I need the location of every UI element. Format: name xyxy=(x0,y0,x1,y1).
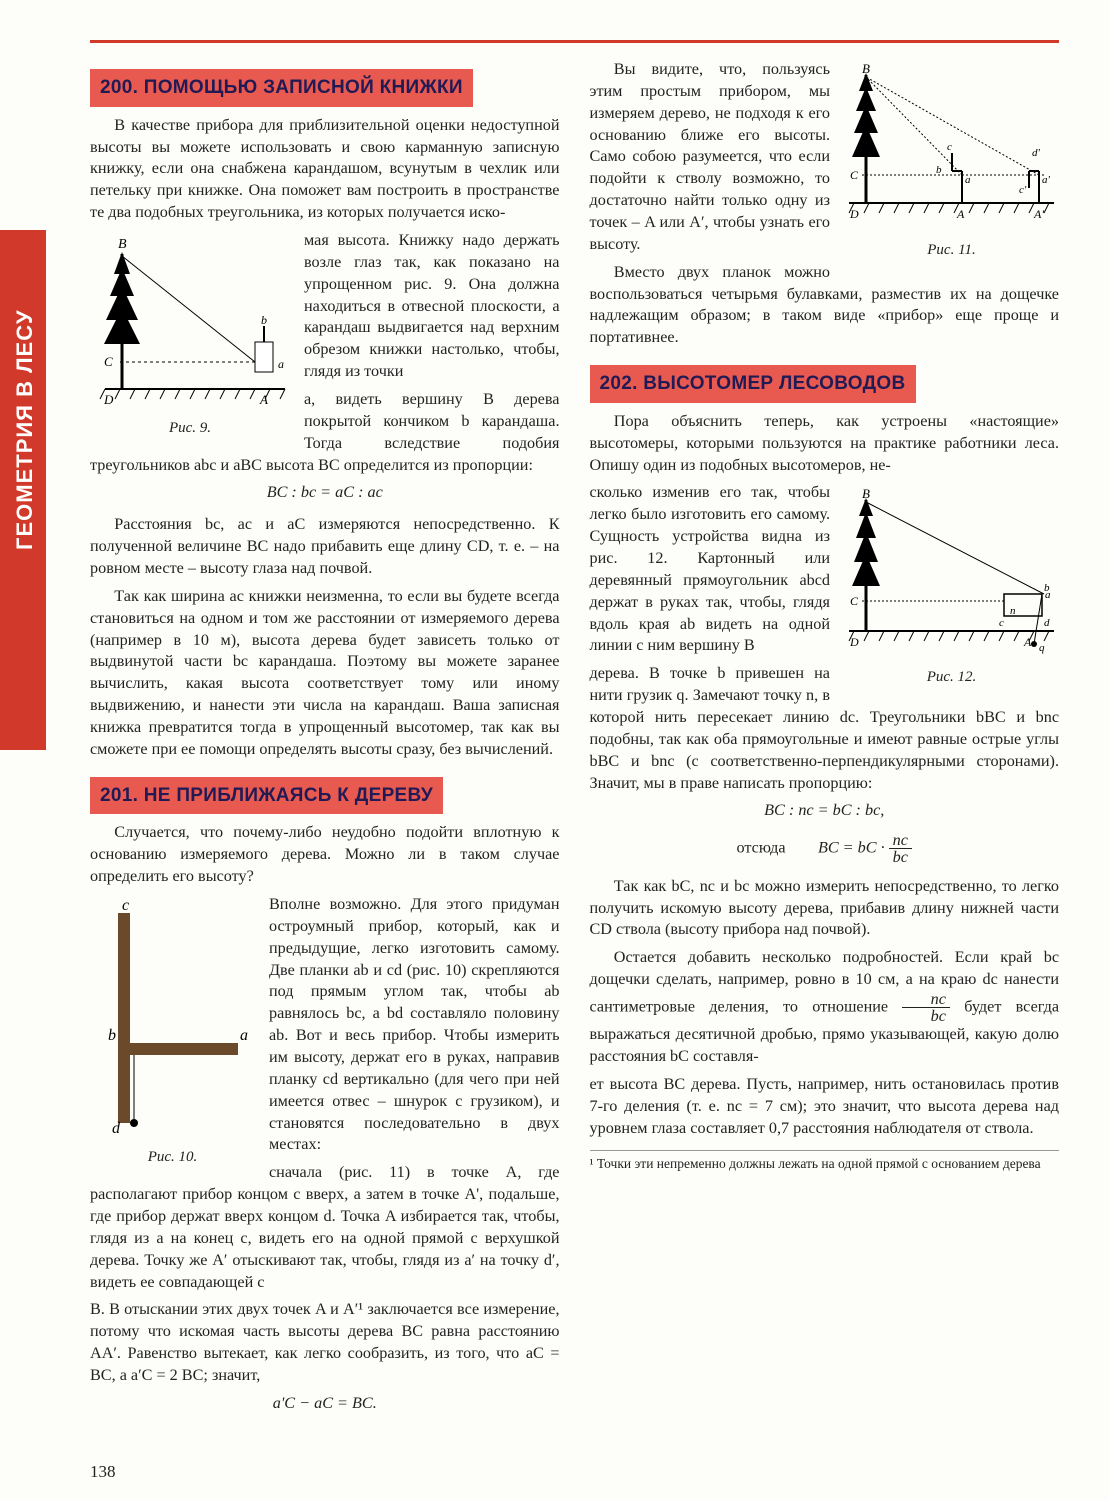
fig12-svg: B C D A a b c d n q xyxy=(844,486,1059,658)
figure-12: B C D A a b c d n q Рис. 12. xyxy=(844,486,1059,687)
s202-formula2: отсюда BC = bC · nc bc xyxy=(590,832,1060,865)
s202-p1: Пора объяснить теперь, как устроены «нас… xyxy=(590,411,1060,477)
s202-f2-num: nc xyxy=(889,832,912,849)
side-label: ГЕОМЕТРИЯ В ЛЕСУ xyxy=(8,299,42,560)
fig11-d2: d' xyxy=(1032,147,1041,159)
fig12-D: D xyxy=(849,635,859,649)
figure-9: B C D b a A Рис. 9. xyxy=(90,234,290,438)
fig11-a2: a' xyxy=(1042,174,1051,186)
fig12-n: n xyxy=(1010,605,1016,617)
s202-p4-den: bc xyxy=(902,1008,950,1024)
page-number: 138 xyxy=(90,1462,116,1482)
fig12-B: B xyxy=(862,486,870,501)
fig12-d: d xyxy=(1044,617,1050,629)
fig11-caption: Рис. 11. xyxy=(844,240,1059,260)
section-title-202: 202. ВЫСОТОМЕР ЛЕСОВОДОВ xyxy=(590,365,916,403)
fig11-A2: A' xyxy=(1033,207,1044,221)
s200-formula1: BC : bc = aC : ac xyxy=(90,482,560,504)
fig12-A: A xyxy=(1023,635,1032,649)
fig11-C: C xyxy=(850,168,859,182)
s202-formula1: BC : nc = bC : bc, xyxy=(590,800,1060,822)
fig11-B: B xyxy=(862,63,870,76)
s202-p4-num: nc xyxy=(902,991,950,1008)
fig11-A: A xyxy=(956,207,965,221)
fig10-label-c: c xyxy=(122,898,129,914)
fig10-svg: c d b a xyxy=(90,898,255,1138)
fig11-b: b xyxy=(936,164,942,176)
fig10-label-a: a xyxy=(240,1027,248,1044)
section-title-201: 201. НЕ ПРИБЛИЖАЯСЬ К ДЕРЕВУ xyxy=(90,777,443,815)
s202-p5: ет высота BC дерева. Пусть, например, ни… xyxy=(590,1074,1060,1140)
fig12-caption: Рис. 12. xyxy=(844,667,1059,687)
s202-f2-den: bc xyxy=(889,849,912,865)
fig9-caption: Рис. 9. xyxy=(90,418,290,438)
top-rule xyxy=(90,40,1059,43)
fig9-label-A: A xyxy=(259,392,268,407)
fig9-label-B: B xyxy=(118,237,127,252)
page: ГЕОМЕТРИЯ В ЛЕСУ 200. ПОМОЩЬЮ ЗАПИСНОЙ К… xyxy=(0,0,1109,1500)
section-title-200: 200. ПОМОЩЬЮ ЗАПИСНОЙ КНИЖКИ xyxy=(90,69,473,107)
s201-p4: B. В отыскании этих двух точек A и A′¹ з… xyxy=(90,1299,560,1386)
s202-f2-lhs: BC = bC · xyxy=(818,839,885,857)
fig11-c2: c' xyxy=(1019,184,1027,196)
s201-p1: Случается, что почему-либо неудобно подо… xyxy=(90,822,560,888)
fig11-a: a xyxy=(965,174,971,186)
figure-11: B C D A A' c b a a' d' c' Рис. 11. xyxy=(844,63,1059,260)
s201-p3: сначала (рис. 11) в точке A, где распола… xyxy=(90,1162,560,1293)
fig9-label-b: b xyxy=(261,313,267,327)
figure-10: c d b a Рис. 10. xyxy=(90,898,255,1167)
s201-formula1: a'C − aC = BC. xyxy=(90,1393,560,1415)
text-columns: 200. ПОМОЩЬЮ ЗАПИСНОЙ КНИЖКИ В качестве … xyxy=(90,59,1059,1439)
s200-p1: В качестве прибора для приблизительной о… xyxy=(90,115,560,224)
fig11-c: c xyxy=(947,141,952,153)
s202-p4: Остается добавить несколько подробностей… xyxy=(590,947,1060,1068)
fig9-label-a: a xyxy=(278,357,284,371)
fig9-svg: B C D b a A xyxy=(90,234,290,409)
s202-p3: Так как bC, nc и bc можно измерить непос… xyxy=(590,876,1060,942)
fig9-label-C: C xyxy=(104,354,113,369)
fig11-svg: B C D A A' c b a a' d' c' xyxy=(844,63,1059,231)
fig11-D: D xyxy=(849,207,859,221)
fig12-C: C xyxy=(850,594,859,608)
s202-f2-lead: отсюда xyxy=(737,839,786,857)
fig10-label-b: b xyxy=(108,1027,116,1044)
s202-p4-frac: nc bc xyxy=(902,991,950,1024)
fig12-c: c xyxy=(999,617,1004,629)
s201-p6: Вместо двух планок можно воспользоваться… xyxy=(590,262,1060,349)
s200-p4: Так как ширина ac книжки неизменна, то е… xyxy=(90,586,560,761)
s200-p3: Расстояния bc, ac и aC измеряются непоср… xyxy=(90,514,560,580)
fig12-q: q xyxy=(1039,642,1045,654)
s202-f2-frac: nc bc xyxy=(889,832,912,865)
fig9-label-D: D xyxy=(103,392,114,407)
fig10-label-d: d xyxy=(112,1120,121,1137)
fig10-caption: Рис. 10. xyxy=(90,1147,255,1167)
fig12-b: b xyxy=(1044,582,1050,594)
footnote-1: ¹ Точки эти непременно должны лежать на … xyxy=(590,1150,1060,1173)
